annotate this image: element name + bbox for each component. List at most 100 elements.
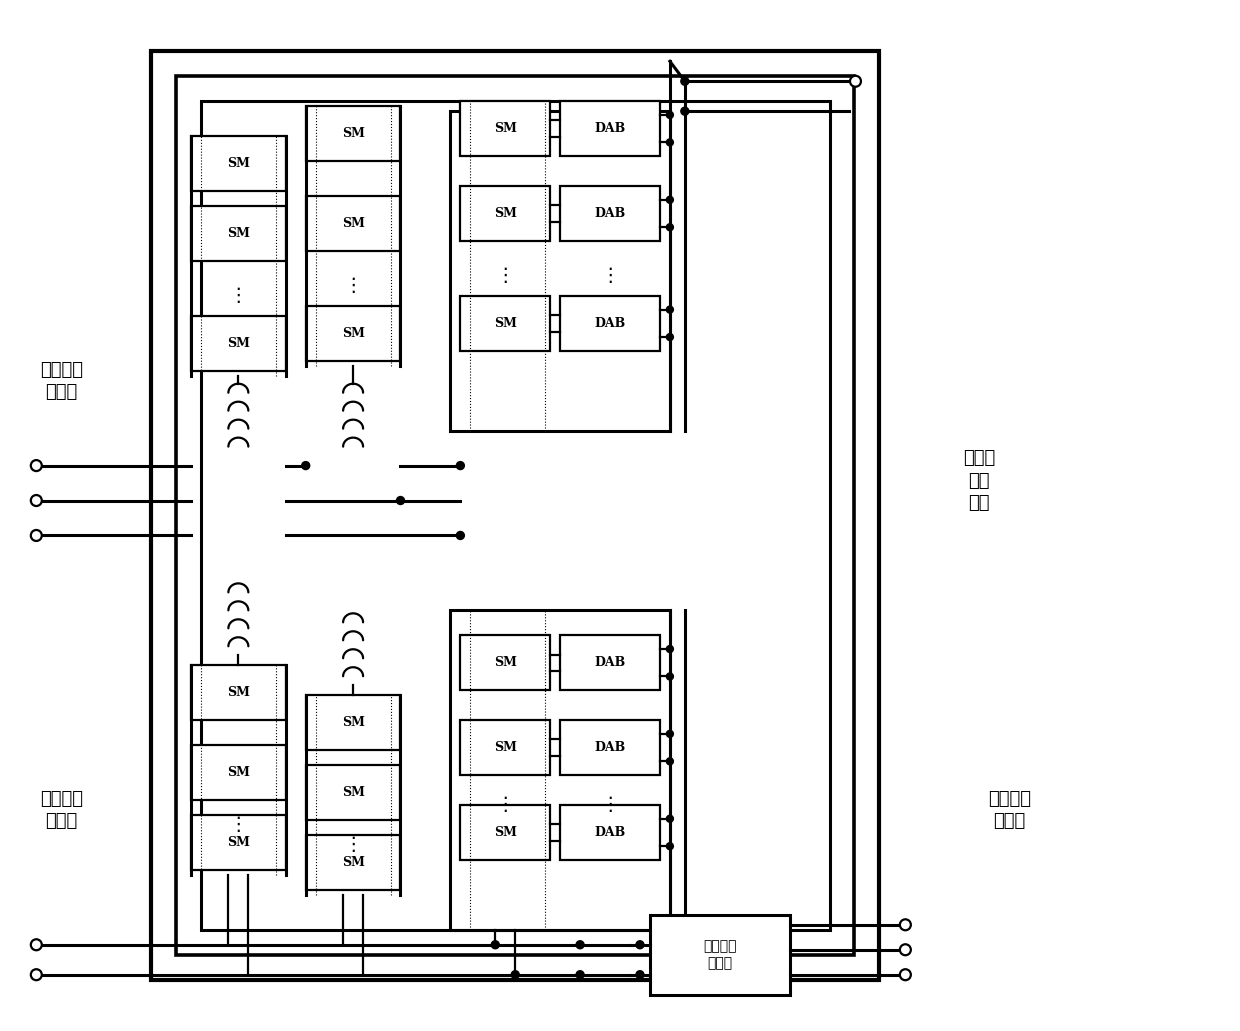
Bar: [306, 835, 401, 890]
Circle shape: [456, 462, 464, 469]
Circle shape: [666, 334, 673, 340]
Circle shape: [666, 673, 673, 680]
Bar: [306, 306, 401, 361]
Circle shape: [31, 939, 42, 951]
Circle shape: [666, 111, 673, 119]
Text: SM: SM: [227, 836, 249, 849]
Circle shape: [301, 462, 310, 469]
Circle shape: [31, 969, 42, 980]
Text: ⋮: ⋮: [228, 287, 248, 305]
Text: SM: SM: [494, 317, 517, 330]
Circle shape: [666, 816, 673, 822]
Text: SM: SM: [227, 337, 249, 350]
Circle shape: [666, 645, 673, 653]
Circle shape: [666, 224, 673, 231]
Circle shape: [900, 920, 911, 930]
Text: SM: SM: [494, 657, 517, 669]
Circle shape: [666, 196, 673, 203]
Circle shape: [849, 75, 861, 87]
Text: SM: SM: [227, 766, 249, 779]
Circle shape: [636, 940, 644, 949]
Text: DAB: DAB: [594, 741, 626, 754]
Text: ⋮: ⋮: [228, 816, 248, 834]
Bar: [151, 52, 879, 979]
Bar: [560, 635, 660, 690]
Bar: [460, 296, 551, 351]
Text: SM: SM: [342, 127, 365, 140]
Circle shape: [900, 969, 911, 980]
Circle shape: [397, 497, 404, 504]
Circle shape: [666, 730, 673, 737]
Text: ⋮: ⋮: [496, 796, 515, 814]
Text: DAB: DAB: [594, 207, 626, 220]
Bar: [191, 206, 285, 261]
Text: ⋮: ⋮: [343, 276, 363, 296]
Text: SM: SM: [494, 207, 517, 220]
Bar: [201, 101, 830, 930]
Circle shape: [31, 495, 42, 506]
Circle shape: [666, 306, 673, 313]
Bar: [650, 914, 790, 995]
Bar: [176, 76, 854, 955]
Bar: [460, 805, 551, 860]
Text: DAB: DAB: [594, 826, 626, 839]
Bar: [460, 186, 551, 241]
Text: 中压直
流配
电网: 中压直 流配 电网: [963, 450, 996, 511]
Circle shape: [666, 139, 673, 146]
Text: 低压交流
配电网: 低压交流 配电网: [987, 790, 1030, 830]
Circle shape: [636, 971, 644, 978]
Text: SM: SM: [342, 327, 365, 340]
Circle shape: [31, 460, 42, 471]
Text: SM: SM: [342, 786, 365, 799]
Circle shape: [456, 531, 464, 539]
Text: 中压交流
配电网: 中压交流 配电网: [40, 361, 83, 401]
Bar: [450, 111, 670, 431]
Text: SM: SM: [227, 687, 249, 699]
Text: DAB: DAB: [594, 317, 626, 330]
Bar: [306, 765, 401, 820]
Text: SM: SM: [342, 717, 365, 729]
Circle shape: [900, 944, 911, 956]
Text: ⋮: ⋮: [496, 266, 515, 286]
Text: SM: SM: [494, 826, 517, 839]
Circle shape: [666, 842, 673, 850]
Bar: [560, 101, 660, 156]
Bar: [306, 695, 401, 751]
Text: SM: SM: [342, 217, 365, 230]
Text: SM: SM: [227, 157, 249, 170]
Text: SM: SM: [494, 741, 517, 754]
Bar: [560, 296, 660, 351]
Circle shape: [681, 107, 689, 115]
Text: SM: SM: [494, 122, 517, 135]
Circle shape: [31, 530, 42, 541]
Bar: [560, 720, 660, 775]
Circle shape: [681, 77, 689, 86]
Text: ⋮: ⋮: [600, 266, 620, 286]
Text: ⋮: ⋮: [600, 796, 620, 814]
Bar: [191, 665, 285, 720]
Circle shape: [577, 971, 584, 978]
Circle shape: [577, 940, 584, 949]
Text: 低压直流
配电网: 低压直流 配电网: [40, 790, 83, 830]
Bar: [460, 101, 551, 156]
Text: SM: SM: [227, 227, 249, 240]
Text: ⋮: ⋮: [343, 835, 363, 855]
Bar: [460, 720, 551, 775]
Bar: [191, 814, 285, 870]
Circle shape: [491, 940, 500, 949]
Bar: [560, 186, 660, 241]
Circle shape: [666, 758, 673, 765]
Bar: [560, 805, 660, 860]
Text: 三相全桥
逆变器: 三相全桥 逆变器: [703, 939, 737, 970]
Bar: [191, 136, 285, 191]
Circle shape: [511, 971, 520, 978]
Bar: [191, 315, 285, 371]
Bar: [450, 610, 670, 930]
Text: DAB: DAB: [594, 657, 626, 669]
Bar: [306, 196, 401, 251]
Text: DAB: DAB: [594, 122, 626, 135]
Text: SM: SM: [342, 856, 365, 869]
Bar: [191, 745, 285, 800]
Bar: [460, 635, 551, 690]
Bar: [306, 106, 401, 161]
